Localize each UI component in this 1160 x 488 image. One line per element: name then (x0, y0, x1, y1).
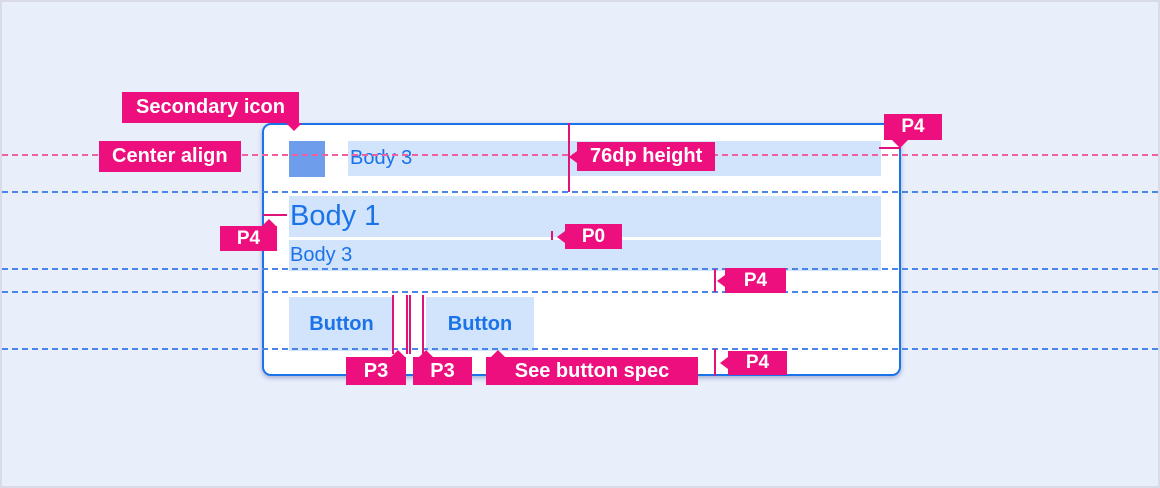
p3-label-second: P3 (413, 350, 472, 385)
pointer-left-icon (717, 274, 725, 287)
p4-label-text: P4 (236, 227, 261, 249)
banner-body3-row: Body 3 (289, 240, 881, 271)
p3-label-text: P3 (363, 359, 389, 382)
p4-measure-line-bottom (714, 349, 716, 376)
left-padding-measure-line (263, 214, 287, 216)
p4-label-left: P4 (220, 219, 277, 251)
center-align-label-text: Center align (112, 145, 228, 167)
secondary-icon-label: Secondary icon (122, 92, 302, 131)
pointer-left-icon (557, 230, 565, 243)
p3-label-text: P3 (430, 359, 455, 382)
p0-label-text: P0 (581, 225, 606, 247)
keyline-guide-4 (2, 348, 1158, 350)
height-76dp-label-text: 76dp height (590, 145, 703, 167)
secondary-icon-label-text: Secondary icon (136, 96, 285, 118)
keyline-guide-1 (2, 191, 1158, 193)
p4-measure-line-top-right (879, 147, 901, 149)
pointer-down-icon (286, 123, 302, 131)
banner-button-2[interactable]: Button (426, 297, 534, 351)
p3-label-first: P3 (346, 350, 406, 385)
banner-body3-text: Body 3 (290, 244, 353, 266)
p3-measure-line-3 (409, 295, 411, 354)
p4-label-bottom-right: P4 (720, 351, 787, 375)
banner-title-text: Body 3 (350, 147, 413, 169)
p0-measure-tick (551, 231, 553, 240)
pointer-up-icon (419, 350, 433, 357)
p4-label-middle-right: P4 (717, 268, 786, 293)
p3-measure-line-2 (406, 295, 408, 354)
pointer-up-icon (262, 219, 276, 226)
p4-label-text: P4 (743, 269, 768, 291)
p3-measure-line-4 (422, 295, 424, 354)
see-button-spec-label-text: See button spec (514, 359, 670, 382)
banner-body1-text: Body 1 (290, 200, 381, 232)
p4-label-text: P4 (745, 352, 770, 373)
p4-label-text: P4 (901, 116, 925, 137)
p4-measure-line-middle (714, 269, 716, 292)
center-align-label: Center align (99, 141, 241, 172)
p3-measure-line-1 (392, 295, 394, 354)
keyline-guide-3 (2, 291, 1158, 293)
pointer-up-icon (391, 350, 405, 357)
p4-label-top-right: P4 (884, 114, 942, 148)
p0-label: P0 (557, 224, 622, 249)
see-button-spec-label: See button spec (486, 350, 698, 385)
pointer-left-icon (569, 150, 577, 163)
secondary-icon (289, 141, 325, 177)
keyline-guide-2 (2, 268, 1158, 270)
pointer-up-icon (491, 350, 505, 357)
pointer-down-icon (892, 140, 908, 148)
banner-button-1[interactable]: Button (289, 297, 394, 351)
height-76dp-label: 76dp height (569, 142, 716, 171)
pointer-left-icon (720, 357, 728, 369)
